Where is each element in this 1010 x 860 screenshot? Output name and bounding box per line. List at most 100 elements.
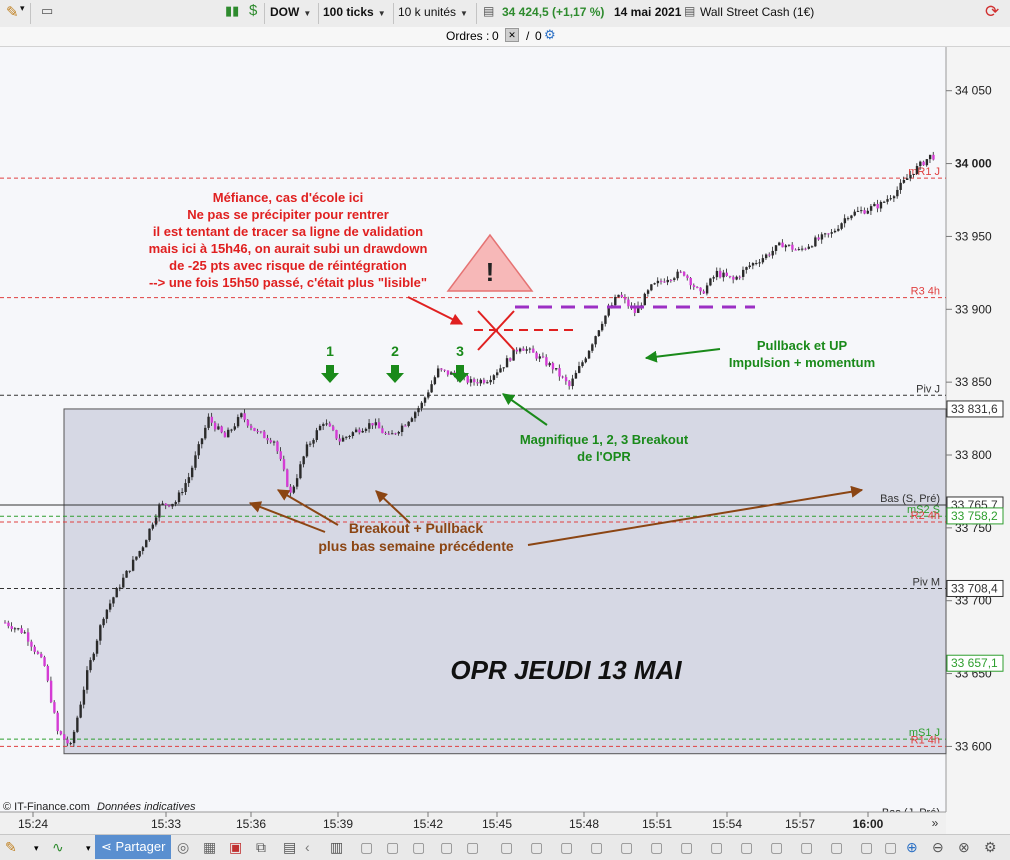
candle-body-165 xyxy=(545,357,548,366)
draw-dropdown-icon[interactable]: ▾ xyxy=(34,843,39,853)
candle-body-259 xyxy=(853,211,856,216)
candle-body-268 xyxy=(883,201,886,203)
candle-body-183 xyxy=(604,315,607,324)
zoom-out-icon[interactable]: ⊖ xyxy=(932,839,944,855)
copy-icon[interactable]: ⧉ xyxy=(256,839,266,855)
layout-11-icon[interactable]: ▢ xyxy=(650,839,664,855)
indicator-dropdown-icon[interactable]: ▾ xyxy=(86,843,91,853)
layout-6-icon[interactable]: ▢ xyxy=(500,839,514,855)
y-tick-label-9: 33 600 xyxy=(955,739,992,753)
candle-body-81 xyxy=(269,440,273,443)
alert-icon[interactable]: ▣ xyxy=(229,839,243,855)
layout-7-icon[interactable]: ▢ xyxy=(530,839,544,855)
candle-body-227 xyxy=(748,265,751,268)
units-selector[interactable]: 10 k unités ▼ xyxy=(398,5,468,19)
layout-17-icon[interactable]: ▢ xyxy=(830,839,844,855)
layout-15-icon[interactable]: ▢ xyxy=(770,839,784,855)
candle-body-118 xyxy=(391,433,394,435)
settings-icon[interactable]: ⚙ xyxy=(984,839,997,855)
candle-body-190 xyxy=(627,299,630,307)
save-icon[interactable]: ◎ xyxy=(177,839,190,855)
level-label-1: R3 4h xyxy=(911,286,940,298)
candle-body-225 xyxy=(742,269,745,277)
layout-3-icon[interactable]: ▢ xyxy=(412,839,426,855)
quote-date: 14 mai 2021 xyxy=(614,5,682,19)
layout-16-icon[interactable]: ▢ xyxy=(800,839,814,855)
layout-9-icon[interactable]: ▢ xyxy=(590,839,604,855)
info-icon[interactable]: ▤ xyxy=(483,4,495,18)
layout-5-icon[interactable]: ▢ xyxy=(466,839,480,855)
candle-body-142 xyxy=(469,379,473,383)
share-button[interactable]: ⋖ Partager xyxy=(95,835,171,859)
candle-body-128 xyxy=(423,397,427,403)
candle-body-198 xyxy=(653,283,656,285)
layout-4-icon[interactable]: ▢ xyxy=(440,839,454,855)
layout-10-icon[interactable]: ▢ xyxy=(620,839,634,855)
candle-body-73 xyxy=(243,413,246,420)
candle-body-282 xyxy=(928,154,932,160)
x-tick-label-2: 15:36 xyxy=(236,817,266,831)
x-tick-label-0: 15:24 xyxy=(18,817,48,831)
symbol-selector[interactable]: DOW ▼ xyxy=(270,5,312,19)
candle-body-231 xyxy=(761,258,765,263)
tool-dropdown-icon[interactable]: ▾ xyxy=(20,3,25,13)
warning-line-1: Méfiance, cas d'école ici xyxy=(213,190,364,205)
pencil-icon[interactable]: ✎ xyxy=(6,4,19,21)
candle-body-174 xyxy=(574,372,578,379)
candle-body-28 xyxy=(95,640,99,654)
candle-body-271 xyxy=(892,196,896,199)
delete-icon[interactable]: ▥ xyxy=(330,839,344,855)
zoom-in-icon[interactable]: ⊕ xyxy=(906,839,918,855)
candle-body-160 xyxy=(528,348,532,350)
level-label-7: mS1 J xyxy=(909,727,940,739)
candle-body-111 xyxy=(368,423,371,429)
brown-arrow-d xyxy=(527,485,864,546)
layout-19-icon[interactable]: ▢ xyxy=(884,839,898,855)
layout-18-icon[interactable]: ▢ xyxy=(860,839,874,855)
chart-toolbar: ✎ ▾ ▭ ▮▮ $ DOW ▼ 100 ticks ▼ 10 k unités ▼ … xyxy=(0,0,1010,28)
window-icon[interactable]: ▭ xyxy=(41,3,54,18)
candle-body-22 xyxy=(76,717,79,732)
orders-clear-icon[interactable]: ✕ xyxy=(505,28,519,42)
dollar-icon[interactable]: $ xyxy=(249,2,258,19)
candle-body-98 xyxy=(325,423,328,425)
x-tick-label-6: 15:48 xyxy=(569,817,599,831)
candle-body-89 xyxy=(295,478,299,487)
candle-body-260 xyxy=(856,210,860,212)
footer-note: Données indicatives xyxy=(97,801,196,813)
x-tick-label-1: 15:33 xyxy=(151,817,181,831)
layout-1-icon[interactable]: ▢ xyxy=(360,839,374,855)
fit-icon[interactable]: ⊗ xyxy=(958,839,970,855)
ticks-selector[interactable]: 100 ticks ▼ xyxy=(323,5,386,19)
orders-count-b: 0 xyxy=(535,29,542,43)
candle-body-72 xyxy=(240,413,243,418)
instrument-icon: ▤ xyxy=(684,4,696,18)
candle-body-19 xyxy=(66,739,69,744)
candle-body-273 xyxy=(899,182,902,190)
orders-settings-icon[interactable]: ⚙ xyxy=(544,27,556,42)
layout-14-icon[interactable]: ▢ xyxy=(740,839,754,855)
candle-body-49 xyxy=(164,503,168,506)
candles-group xyxy=(4,151,935,747)
candle-body-21 xyxy=(72,731,76,744)
layout-12-icon[interactable]: ▢ xyxy=(680,839,694,855)
candle-body-226 xyxy=(745,267,748,270)
back-icon[interactable]: ‹ xyxy=(305,839,310,855)
paste-icon[interactable]: ▤ xyxy=(283,839,297,855)
candles-icon[interactable]: ▮▮ xyxy=(225,3,240,18)
breakout-number-1: 1 xyxy=(326,343,334,359)
layout-13-icon[interactable]: ▢ xyxy=(710,839,724,855)
layout-2-icon[interactable]: ▢ xyxy=(386,839,400,855)
candle-body-39 xyxy=(131,559,135,571)
orders-bar: Ordres : 0 ✕ / 0 ⚙ xyxy=(0,27,1010,47)
indicator-icon[interactable]: ∿ xyxy=(52,839,64,855)
y-axis-panel xyxy=(946,47,1010,834)
layout-8-icon[interactable]: ▢ xyxy=(560,839,574,855)
scroll-right-button[interactable]: » xyxy=(932,816,939,830)
candle-body-11 xyxy=(40,653,43,658)
level-label-2: Piv J xyxy=(916,383,940,395)
refresh-icon[interactable]: ⟳ xyxy=(985,2,1000,21)
price-chart[interactable]: 34 050 34 000 33 950 33 900 33 850 33 800 33 7… xyxy=(0,47,1010,834)
print-icon[interactable]: ▦ xyxy=(203,839,217,855)
draw-tool-icon[interactable]: ✎ xyxy=(5,839,17,855)
